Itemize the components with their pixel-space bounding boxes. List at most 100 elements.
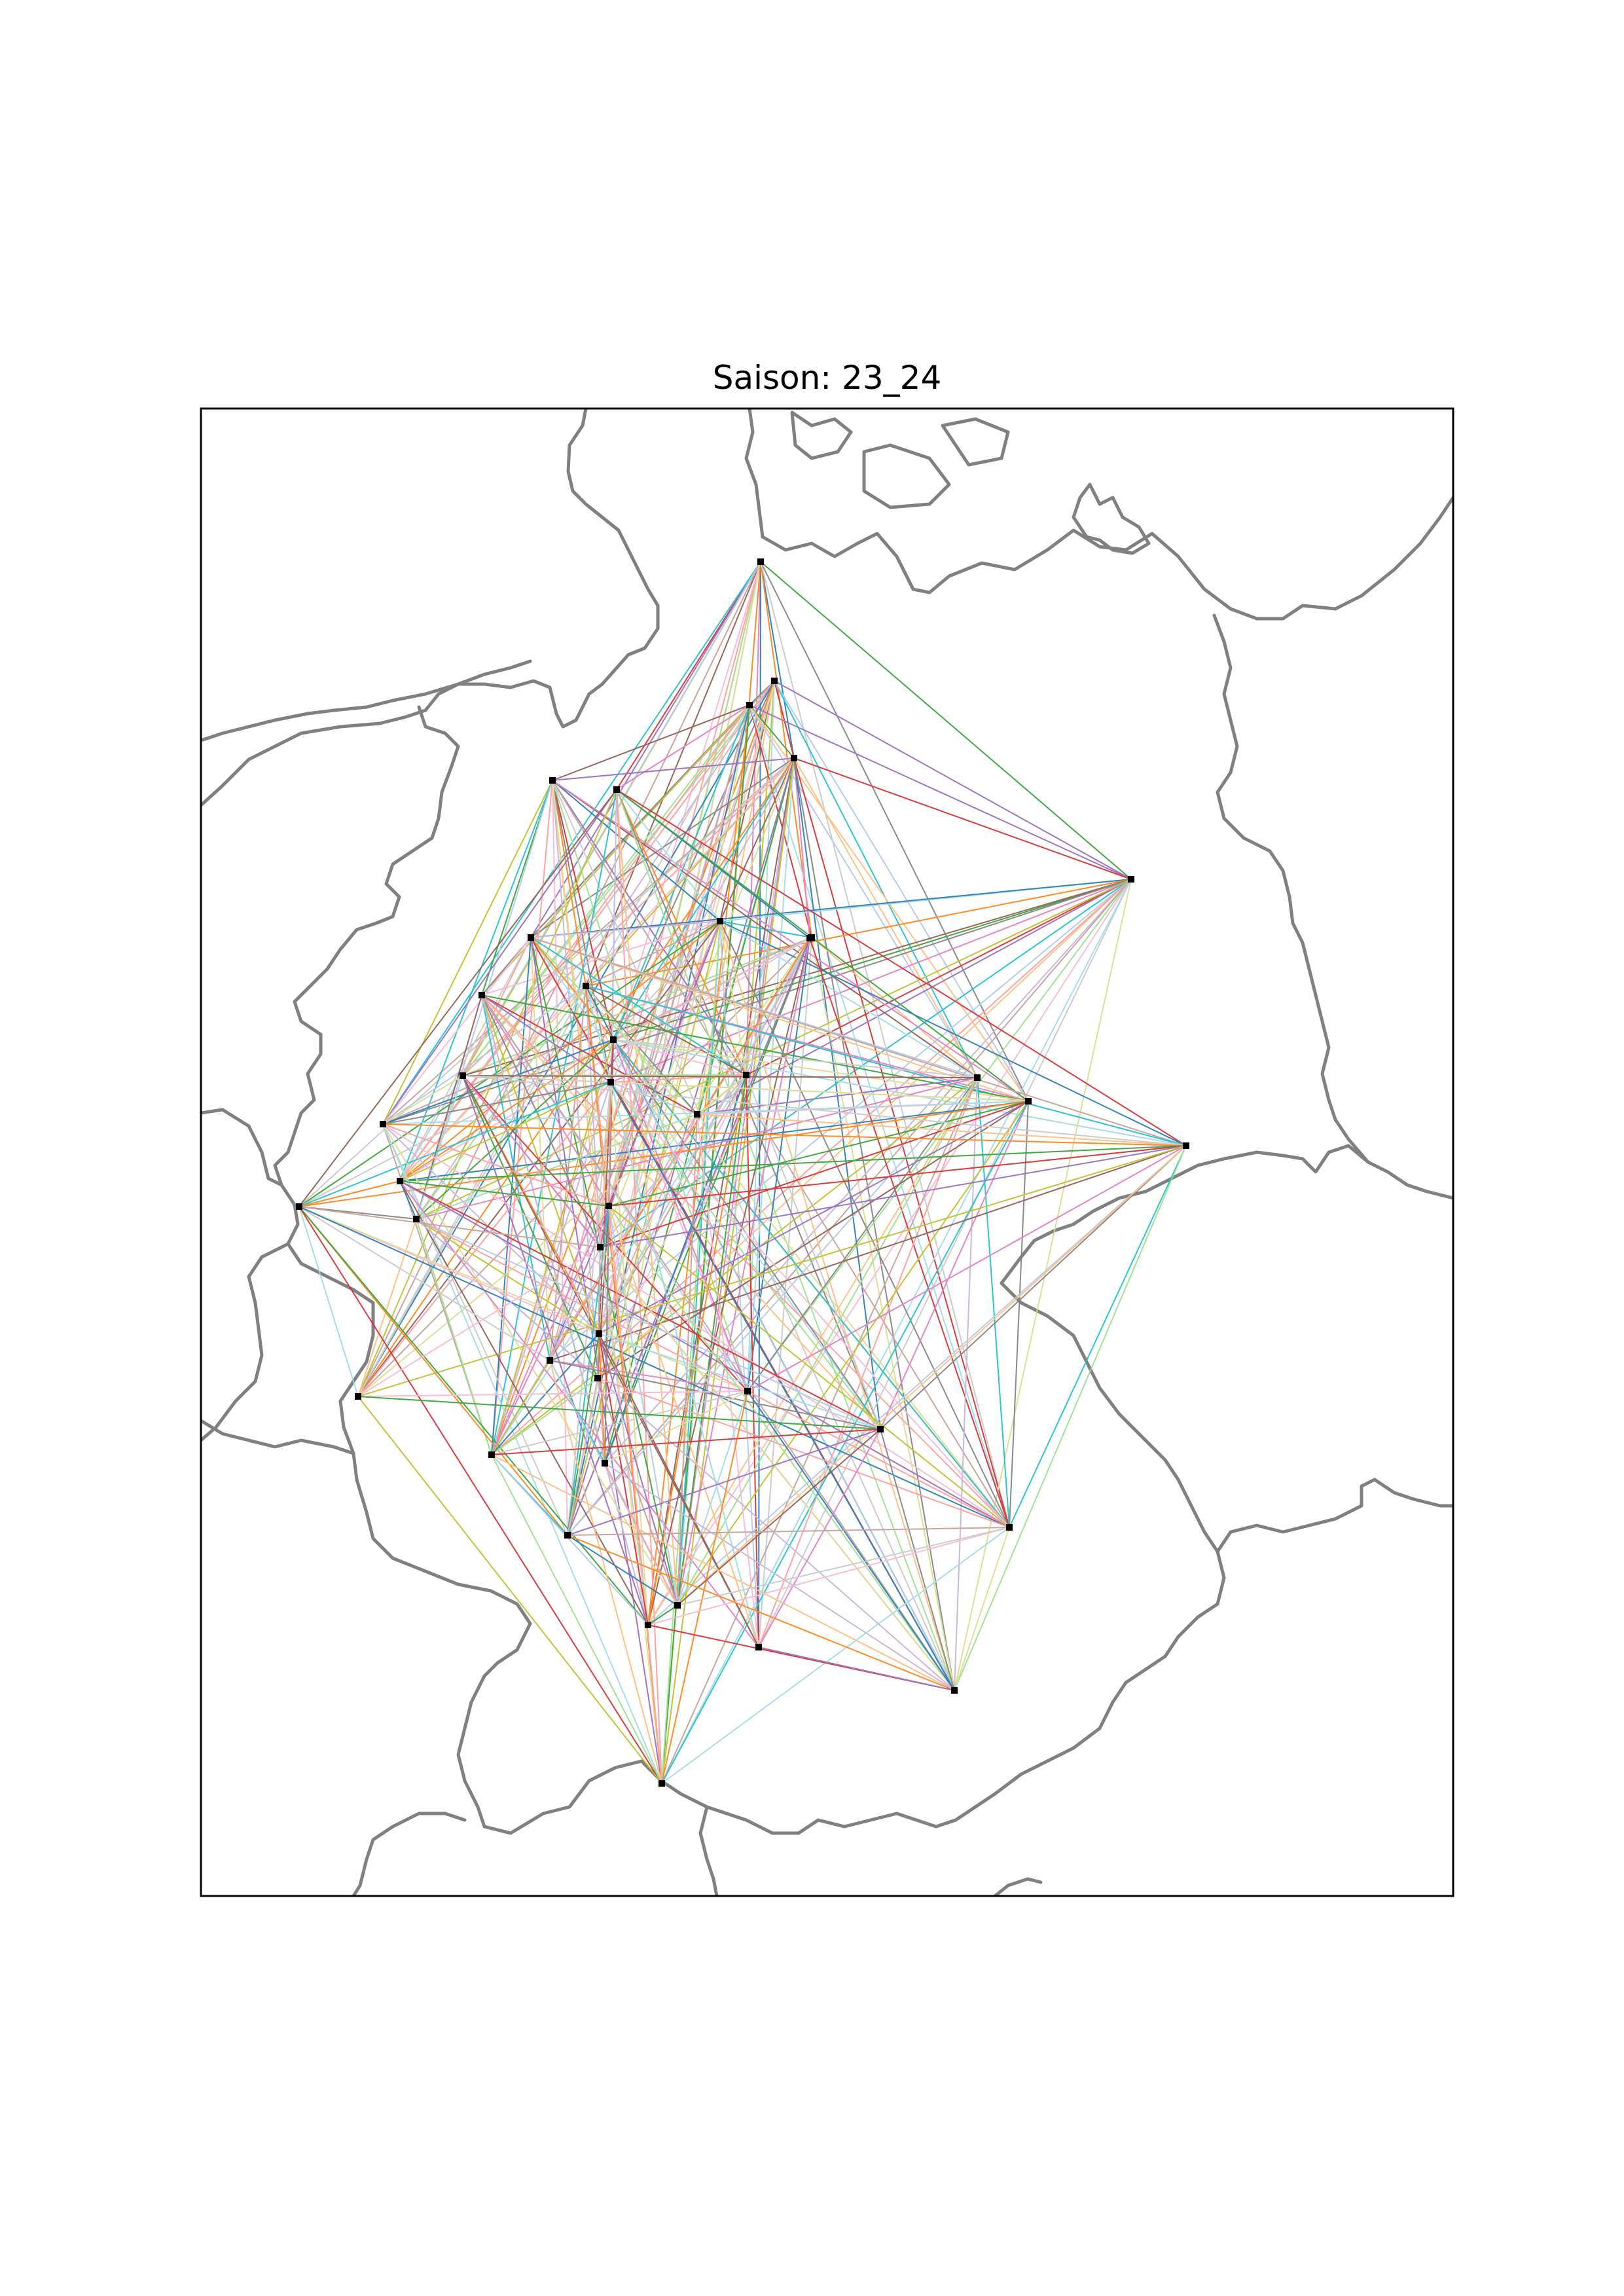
connection-line [549, 1360, 662, 1784]
connection-line [696, 1114, 1187, 1146]
connection-line [382, 937, 532, 1125]
connection-line [382, 1123, 609, 1207]
connection-line [610, 1082, 881, 1430]
border-baltic-coast-germany-poland [761, 496, 1453, 621]
location-marker [613, 786, 620, 793]
connection-line [399, 1082, 611, 1182]
connection-line [746, 879, 1132, 1076]
location-marker [744, 1388, 751, 1394]
border-dutch-frisian-islands [201, 659, 532, 742]
border-bavaria-austria-north [1000, 1281, 1219, 1554]
connection-line [613, 1039, 747, 1076]
location-marker [547, 1357, 553, 1364]
connection-line [549, 1360, 748, 1392]
connection-line [760, 561, 1010, 1528]
location-marker [806, 935, 813, 941]
connection-line [774, 680, 1132, 880]
connection-line [1009, 1145, 1187, 1528]
connection-line [585, 920, 721, 987]
location-marker [594, 1375, 601, 1381]
connection-line [600, 1145, 1187, 1248]
connection-line [357, 561, 761, 1397]
connection-line [661, 879, 1132, 1784]
connection-line [608, 1101, 1029, 1207]
location-marker [564, 1532, 571, 1539]
location-marker [397, 1178, 403, 1184]
border-italy-switzerland [993, 1877, 1043, 1896]
connection-line [616, 561, 761, 790]
location-marker [488, 1451, 495, 1458]
connection-line [600, 1247, 955, 1691]
connection-line [357, 789, 617, 1397]
connection-line [552, 780, 1010, 1528]
connection-line [462, 937, 532, 1076]
connection-line [696, 680, 775, 1115]
connection-line [357, 1391, 748, 1397]
connection-line [416, 879, 1132, 1220]
connection-line [604, 1463, 955, 1691]
connection-line [567, 1535, 678, 1606]
connection-line [647, 879, 1132, 1626]
connection-line [399, 704, 750, 1182]
border-denmark-west-coast [566, 409, 660, 608]
connection-line [416, 1077, 978, 1220]
connection-line [616, 789, 955, 1691]
connection-line [613, 879, 1132, 1040]
connection-line [600, 561, 761, 1248]
connection-line [774, 680, 795, 759]
connection-line [647, 938, 810, 1626]
connection-line [357, 1074, 747, 1397]
connection-line [357, 680, 775, 1397]
location-marker [607, 1079, 614, 1085]
connection-line [382, 1123, 1187, 1146]
connection-line [616, 789, 747, 1076]
connection-line [549, 1360, 881, 1430]
connection-line [549, 1247, 601, 1361]
connection-line [1009, 1101, 1029, 1528]
connection-line [749, 704, 1132, 880]
connection-line [481, 920, 721, 996]
connection-line [399, 1180, 417, 1220]
connection-line [616, 789, 662, 1784]
location-marker [757, 558, 764, 565]
connection-line [747, 1391, 955, 1691]
connection-line [552, 780, 721, 922]
connection-line [416, 1218, 955, 1691]
connection-line [746, 938, 810, 1076]
connection-line [298, 1206, 748, 1392]
connection-line [747, 1145, 1187, 1392]
connection-line [597, 1377, 678, 1606]
connection-line [491, 1429, 881, 1455]
connection-line [600, 1247, 649, 1626]
connection-line [661, 1527, 1010, 1784]
border-belgium-luxembourg-germany [273, 967, 329, 1246]
connection-line [567, 879, 1132, 1536]
border-switzerland-south [352, 1812, 467, 1896]
connection-line [481, 994, 611, 1083]
location-marker [380, 1121, 386, 1127]
connection-line [880, 1145, 1187, 1430]
connection-line [600, 938, 810, 1248]
connection-line [462, 879, 1132, 1076]
connection-line [357, 985, 586, 1397]
connection-line [610, 1082, 1029, 1102]
connection-line [567, 1527, 1010, 1536]
connection-line [793, 757, 881, 1430]
connection-line [298, 757, 795, 1207]
connection-line [382, 879, 1132, 1125]
connection-line [298, 1082, 611, 1207]
connection-line [677, 1145, 1187, 1606]
connection-line [774, 680, 978, 1078]
connection-line [399, 920, 721, 1182]
connection-line [758, 1077, 978, 1648]
connection-line [357, 1247, 601, 1397]
connection-line [399, 1145, 1187, 1182]
border-france-germany [286, 1242, 532, 1626]
connection-line [954, 879, 1132, 1691]
border-bodensee-south [698, 1805, 719, 1896]
connection-line [382, 789, 617, 1125]
border-north-sea-coast [201, 604, 660, 807]
connection-line [610, 1082, 955, 1691]
connection-line [481, 994, 600, 1334]
connection-line [298, 1206, 568, 1536]
